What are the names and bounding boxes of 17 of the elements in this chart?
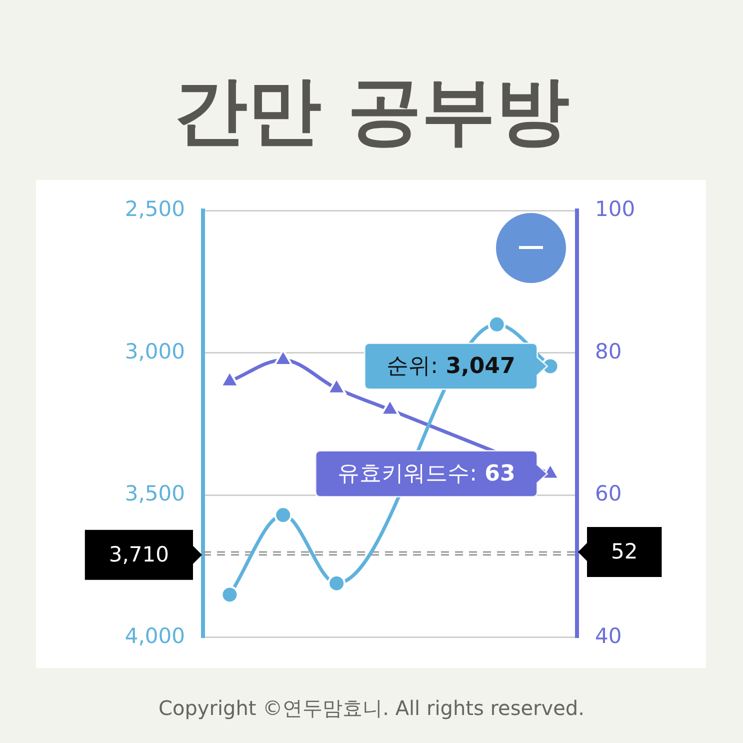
y2-tick-label: 80	[595, 339, 622, 364]
ref-line-label: 52	[610, 539, 638, 564]
y2-tick-label: 40	[595, 624, 622, 648]
y-tick-label: 3,000	[124, 339, 185, 364]
point	[488, 315, 506, 334]
point	[328, 574, 346, 592]
y2-tick-label: 60	[595, 482, 622, 506]
y-tick-label: 4,000	[124, 624, 185, 648]
ref-line-label: 3,710	[108, 542, 170, 566]
point	[220, 586, 239, 604]
annotation: 순위: 3,047	[386, 354, 516, 379]
y-tick-label: 2,500	[124, 197, 185, 222]
annotation: 유효키워드수: 63	[338, 462, 516, 487]
y-tick-label: 3,500	[124, 482, 185, 506]
chart-title: 간만 공부방	[172, 67, 570, 156]
text: Copyright ©연두맘효니. All rights reserved.	[158, 695, 586, 722]
y2-tick-label: 100	[595, 197, 636, 222]
